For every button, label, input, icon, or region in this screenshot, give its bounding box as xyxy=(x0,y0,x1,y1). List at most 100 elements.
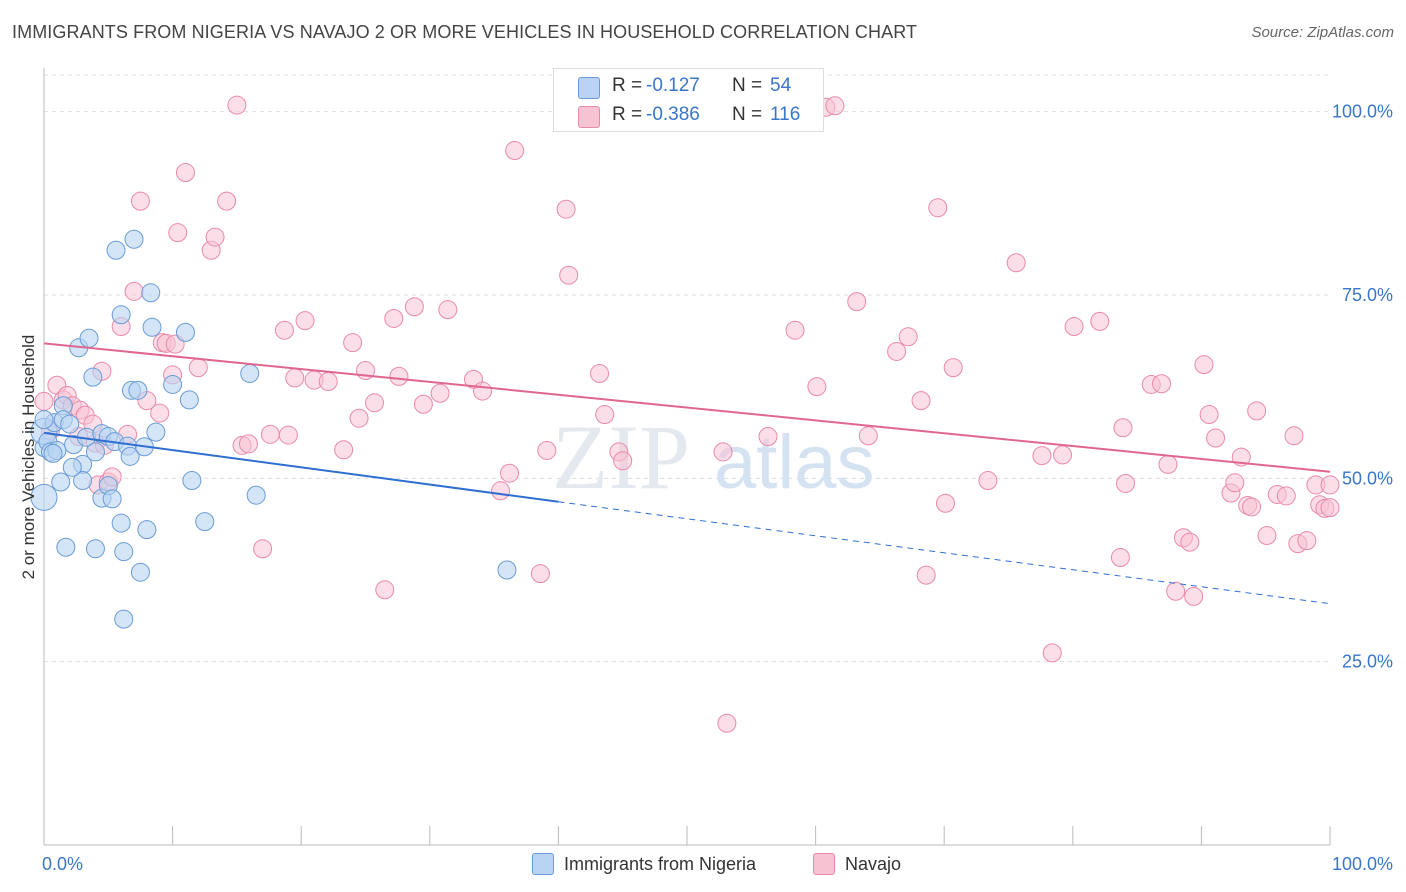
nigeria-point xyxy=(85,442,105,462)
nigeria-point xyxy=(141,283,161,303)
navajo-point xyxy=(150,403,170,423)
navajo-point xyxy=(785,320,805,340)
nigeria-point xyxy=(120,446,140,466)
navajo-point xyxy=(168,223,188,243)
navajo-point xyxy=(1194,355,1214,375)
navajo-point xyxy=(1158,454,1178,474)
gridlines xyxy=(44,74,1330,663)
navajo-point xyxy=(500,463,520,483)
r-value: -0.127 xyxy=(646,75,700,96)
nigeria-swatch xyxy=(578,77,600,99)
nigeria-point xyxy=(128,380,148,400)
x-tick-label: 100.0% xyxy=(1332,854,1393,874)
navajo-point xyxy=(1225,473,1245,493)
navajo-point xyxy=(1113,418,1133,438)
navajo-point xyxy=(935,493,955,513)
nigeria-point xyxy=(43,443,63,463)
navajo-point xyxy=(285,368,305,388)
navajo-point xyxy=(1276,486,1296,506)
r-value: -0.386 xyxy=(646,104,700,125)
navajo-point xyxy=(124,281,144,301)
nigeria-point xyxy=(73,471,93,491)
navajo-point xyxy=(595,405,615,425)
navajo-point xyxy=(384,308,404,328)
navajo-point xyxy=(1247,401,1267,421)
nigeria-point xyxy=(240,363,260,383)
navajo-point xyxy=(911,391,931,411)
navajo-point xyxy=(274,320,294,340)
navajo-point xyxy=(473,381,493,401)
chart-title: IMMIGRANTS FROM NIGERIA VS NAVAJO 2 OR M… xyxy=(12,22,918,42)
y-tick-label: 50.0% xyxy=(1342,468,1393,488)
nigeria-point xyxy=(79,328,99,348)
y-tick-label: 75.0% xyxy=(1342,285,1393,305)
navajo-point xyxy=(188,358,208,378)
nigeria-legend-swatch xyxy=(532,853,554,875)
navajo-point xyxy=(491,481,511,501)
navajo-point xyxy=(1297,531,1317,551)
y-tick-label: 25.0% xyxy=(1342,652,1393,672)
nigeria-point xyxy=(85,539,105,559)
navajo-point xyxy=(260,424,280,444)
navajo-point xyxy=(559,265,579,285)
navajo-point xyxy=(807,377,827,397)
n-value: 54 xyxy=(770,75,792,96)
nigeria-legend-label: Immigrants from Nigeria xyxy=(564,854,757,874)
nigeria-point xyxy=(497,560,517,580)
navajo-point xyxy=(847,292,867,312)
navajo-point xyxy=(238,434,258,454)
nigeria-point xyxy=(195,512,215,532)
navajo-point xyxy=(613,451,633,471)
navajo-point xyxy=(1206,428,1226,448)
nigeria-point xyxy=(182,471,202,491)
navajo-point xyxy=(1320,475,1340,495)
navajo-point xyxy=(1032,446,1052,466)
navajo-point xyxy=(318,372,338,392)
navajo-point xyxy=(858,426,878,446)
trend-lines xyxy=(43,342,1331,605)
r-label: R = xyxy=(612,104,643,125)
navajo-point xyxy=(887,341,907,361)
navajo-point xyxy=(530,564,550,584)
navajo-swatch xyxy=(578,106,600,128)
navajo-point xyxy=(505,141,525,161)
navajo-point xyxy=(227,95,247,115)
nigeria-point xyxy=(60,414,80,434)
navajo-point xyxy=(928,198,948,218)
navajo-legend-swatch xyxy=(813,853,835,875)
navajo-point xyxy=(217,191,237,211)
n-value: 116 xyxy=(770,104,801,125)
navajo-point xyxy=(1064,317,1084,337)
navajo-point xyxy=(978,471,998,491)
series-navajo-points xyxy=(34,95,1340,733)
y-axis-label: 2 or more Vehicles in Household xyxy=(19,335,38,580)
navajo-point xyxy=(713,442,733,462)
navajo-point xyxy=(253,539,273,559)
nigeria-point xyxy=(114,609,134,629)
watermark-atlas: atlas xyxy=(714,420,875,505)
navajo-point xyxy=(758,427,778,447)
navajo-point xyxy=(1006,253,1026,273)
navajo-point xyxy=(430,383,450,403)
navajo-point xyxy=(943,358,963,378)
navajo-point xyxy=(1242,497,1262,517)
stats-legend: R = -0.127 N = 54 R = -0.386 N = 116 xyxy=(553,68,824,132)
navajo-point xyxy=(295,311,315,331)
navajo-point xyxy=(1284,426,1304,446)
nigeria-point xyxy=(56,537,76,557)
navajo-point xyxy=(1053,445,1073,465)
r-label: R = xyxy=(612,75,643,96)
navajo-point xyxy=(1166,581,1186,601)
navajo-point xyxy=(334,440,354,460)
nigeria-point xyxy=(124,229,144,249)
navajo-point xyxy=(1184,586,1204,606)
navajo-point xyxy=(343,333,363,353)
nigeria-point xyxy=(34,410,54,430)
navajo-point xyxy=(1257,526,1277,546)
nigeria-point xyxy=(142,317,162,337)
nigeria-point xyxy=(130,562,150,582)
series-nigeria-points xyxy=(30,229,517,629)
navajo-point xyxy=(349,408,369,428)
navajo-point xyxy=(1152,374,1172,394)
navajo-point xyxy=(717,713,737,733)
